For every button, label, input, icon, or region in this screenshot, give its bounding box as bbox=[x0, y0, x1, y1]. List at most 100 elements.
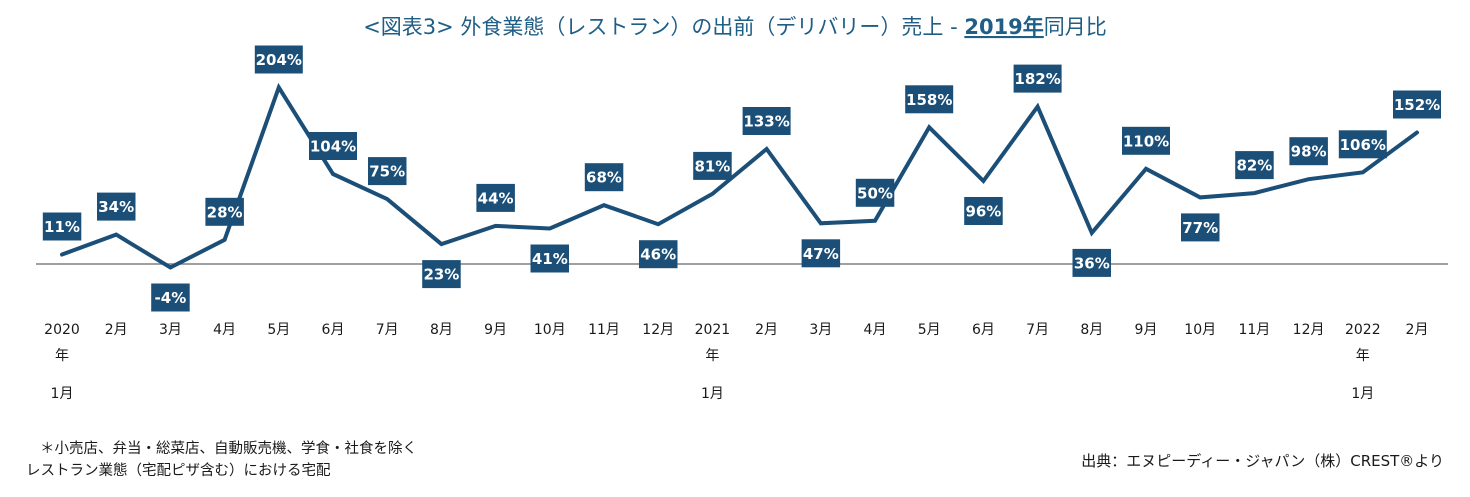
x-tick-label: 8月 bbox=[430, 322, 453, 338]
data-label-text: 106% bbox=[1340, 136, 1386, 154]
source-note: 出典：エヌピーディー・ジャパン（株）CREST®より bbox=[1081, 452, 1444, 470]
data-label-box bbox=[742, 107, 791, 135]
data-label-text: 110% bbox=[1123, 132, 1169, 150]
x-tick-label: 1月 bbox=[1351, 386, 1374, 402]
data-label-text: 46% bbox=[640, 246, 676, 264]
x-tick-label: 年 bbox=[55, 348, 69, 364]
data-label: 46% bbox=[639, 240, 678, 269]
data-label-box bbox=[584, 163, 624, 192]
x-tick-label: 7月 bbox=[1026, 322, 1049, 338]
data-label-text: 152% bbox=[1394, 96, 1440, 114]
data-label-text: 47% bbox=[803, 245, 839, 263]
data-label: 44% bbox=[476, 183, 515, 212]
data-label: 152% bbox=[1393, 90, 1441, 119]
chart-title: <図表3> 外食業態（レストラン）の出前（デリバリー）売上 - 2019年同月比 bbox=[363, 15, 1107, 39]
x-tick-label: 12月 bbox=[642, 322, 674, 338]
data-label-box bbox=[801, 239, 841, 268]
x-tick-label: 6月 bbox=[972, 322, 995, 338]
data-label-text: 77% bbox=[1182, 219, 1218, 237]
x-tick-label: 12月 bbox=[1293, 322, 1325, 338]
series-line bbox=[60, 82, 1419, 270]
x-tick-label: 3月 bbox=[159, 322, 182, 338]
x-tick-label: 11月 bbox=[1238, 322, 1270, 338]
data-label-box bbox=[476, 183, 515, 212]
x-tick-label: 11月 bbox=[588, 322, 620, 338]
data-label-box bbox=[1122, 126, 1170, 155]
data-label-text: 82% bbox=[1236, 157, 1272, 175]
data-label: 28% bbox=[205, 197, 244, 226]
data-label-text: 182% bbox=[1014, 70, 1060, 88]
data-label: 106% bbox=[1338, 130, 1387, 159]
data-label-text: 81% bbox=[694, 157, 730, 175]
data-label-box bbox=[1013, 64, 1062, 93]
data-label-text: 11% bbox=[44, 218, 80, 236]
data-label-text: 104% bbox=[310, 138, 356, 156]
data-label: -4% bbox=[151, 283, 190, 312]
data-label-text: 204% bbox=[256, 51, 302, 69]
data-label-text: 68% bbox=[586, 169, 622, 187]
data-label-text: 50% bbox=[857, 184, 893, 202]
data-label: 182% bbox=[1013, 64, 1062, 93]
data-label-text: -4% bbox=[155, 289, 187, 307]
chart-title-prefix: <図表3> 外食業態（レストラン）の出前（デリバリー）売上 - bbox=[363, 15, 964, 39]
x-tick-label: 2020 bbox=[44, 322, 80, 338]
data-label: 81% bbox=[693, 151, 732, 180]
x-tick-label: 4月 bbox=[213, 322, 236, 338]
data-label-box bbox=[151, 283, 190, 312]
data-label: 50% bbox=[855, 178, 895, 207]
x-axis-tick-labels: 2020 年 1月 2月 3月 4月 5月 6月 7月 8月 9月 10月 11月 12月 2021 年 1月 2… bbox=[44, 322, 1428, 402]
footnote-line-2: レストラン業態（宅配ピザ含む）における宅配 bbox=[26, 462, 331, 479]
data-label-box bbox=[1393, 90, 1441, 119]
data-label: 133% bbox=[742, 107, 791, 135]
x-tick-label: 2022 bbox=[1345, 322, 1381, 338]
x-tick-label: 2月 bbox=[755, 322, 778, 338]
data-label: 47% bbox=[801, 239, 841, 268]
data-label: 158% bbox=[905, 85, 954, 114]
data-label-text: 96% bbox=[965, 203, 1001, 221]
data-label-box bbox=[964, 197, 1003, 225]
data-label-text: 28% bbox=[207, 203, 243, 221]
x-tick-label: 2021 bbox=[695, 322, 731, 338]
x-tick-label: 4月 bbox=[864, 322, 887, 338]
data-label: 204% bbox=[254, 45, 303, 74]
data-label-box bbox=[1289, 137, 1328, 166]
data-label: 36% bbox=[1072, 248, 1111, 277]
data-label-box bbox=[254, 45, 303, 74]
x-tick-label: 年 bbox=[705, 348, 719, 364]
data-label: 68% bbox=[584, 163, 624, 192]
data-label-box bbox=[905, 85, 954, 114]
data-label-text: 133% bbox=[743, 113, 789, 131]
data-label-box bbox=[422, 260, 461, 289]
data-label-box bbox=[639, 240, 678, 269]
data-label-text: 41% bbox=[532, 250, 568, 268]
x-tick-label: 5月 bbox=[918, 322, 941, 338]
data-label-text: 36% bbox=[1074, 254, 1110, 272]
data-label-box bbox=[97, 192, 136, 221]
x-tick-label: 1月 bbox=[51, 386, 74, 402]
data-label-box bbox=[1181, 213, 1220, 242]
x-tick-label: 8月 bbox=[1080, 322, 1103, 338]
x-tick-label: 7月 bbox=[376, 322, 399, 338]
data-label-box bbox=[42, 212, 82, 241]
data-label-box bbox=[1338, 130, 1387, 159]
data-label-text: 34% bbox=[98, 198, 134, 216]
data-label-box bbox=[368, 157, 407, 186]
x-tick-label: 2月 bbox=[1406, 322, 1429, 338]
data-label: 75% bbox=[368, 157, 407, 186]
data-label-box bbox=[309, 132, 357, 160]
footnote-line-1: ＊小売店、弁当・総菜店、自動販売機、学食・社食を除く bbox=[40, 440, 417, 457]
data-label: 34% bbox=[97, 192, 136, 221]
data-label-box bbox=[1072, 248, 1111, 277]
data-labels: 11% 34% -4% 28% 204% 104% 75% 23% 44% 41% 68% 46% 81… bbox=[42, 45, 1441, 312]
data-label-text: 23% bbox=[423, 266, 459, 284]
data-label-text: 75% bbox=[369, 163, 405, 181]
data-label: 110% bbox=[1122, 126, 1170, 155]
data-label: 98% bbox=[1289, 137, 1328, 166]
data-label: 96% bbox=[964, 197, 1003, 225]
x-tick-label: 10月 bbox=[534, 322, 566, 338]
data-label: 82% bbox=[1235, 151, 1274, 180]
chart-title-year: 2019年 bbox=[964, 15, 1043, 39]
x-tick-label: 1月 bbox=[701, 386, 724, 402]
data-label-text: 158% bbox=[906, 91, 952, 109]
